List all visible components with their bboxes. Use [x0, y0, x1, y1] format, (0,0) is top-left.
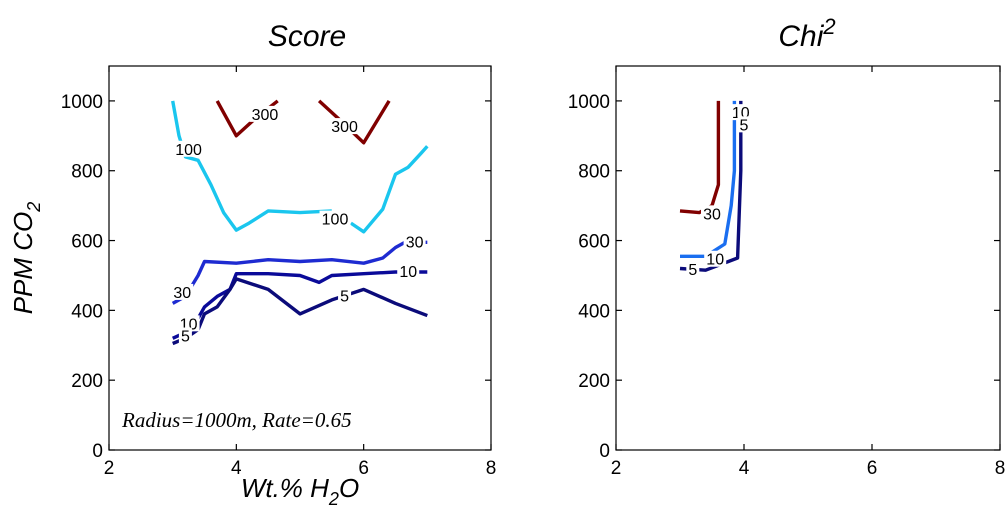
score-contour-label-bg — [319, 210, 351, 227]
score-ylabel: PPM CO2 — [8, 202, 44, 315]
chi2-ytick-label: 800 — [578, 162, 610, 183]
chi2-contour-label: 10 — [706, 252, 724, 269]
chi2-contour-label-bg — [686, 261, 700, 278]
chi2-contour-30 — [679, 100, 721, 215]
score-contour-label: 30 — [406, 234, 424, 251]
score-contour-label-bg — [249, 105, 281, 122]
score-xlabel-subscript: 2 — [328, 489, 339, 508]
score-contour-label: 100 — [322, 212, 349, 229]
score-title: Score — [268, 20, 346, 53]
score-ytick-label: 0 — [92, 441, 103, 462]
score-contour-label-bg — [329, 118, 361, 135]
score-xlabel: Wt.% H2O — [241, 473, 359, 508]
score-xtick-label: 8 — [486, 458, 497, 479]
score-contour-5 — [172, 277, 428, 346]
score-contour-label-bg — [178, 327, 192, 344]
score-xtick-label: 4 — [231, 458, 242, 479]
chi2-xtick-label: 4 — [739, 458, 750, 479]
chi2-title: Chi2 — [778, 14, 835, 53]
score-contour-label: 5 — [181, 329, 190, 346]
score-contour-10 — [171, 270, 428, 340]
chi2-ytick-label: 0 — [599, 441, 610, 462]
chi2-xtick-label: 8 — [995, 458, 1006, 479]
chi2-contour-label-bg — [701, 205, 723, 222]
score-contour-100 — [349, 145, 429, 234]
score-contour-label-bg — [173, 140, 205, 157]
score-ytick-label: 800 — [71, 162, 103, 183]
chi2-ytick-label: 600 — [578, 232, 610, 253]
score-contour-label-bg — [171, 283, 194, 300]
chi2-contour-label: 5 — [740, 117, 749, 134]
chi2-title-superscript: 2 — [822, 14, 835, 39]
score-contour-label-bg — [177, 315, 200, 332]
score-contour-label: 10 — [399, 264, 417, 281]
score-contour-label: 30 — [173, 285, 191, 302]
score-contour-label: 300 — [252, 107, 279, 124]
score-contour-label: 100 — [175, 142, 202, 159]
chi2-xtick-label: 6 — [867, 458, 878, 479]
score-ytick-label: 200 — [71, 371, 103, 392]
score-ytick-label: 1000 — [61, 92, 103, 113]
chi2-ytick-label: 1000 — [568, 92, 610, 113]
score-ylabel-text: PPM CO — [8, 212, 38, 315]
chi2-contour-label-bg — [729, 104, 752, 121]
score-contour-label-bg — [338, 287, 352, 304]
chi2-contour-label: 5 — [688, 262, 697, 279]
chi2-contour-label: 30 — [703, 206, 721, 223]
score-xlabel-tail: O — [339, 473, 359, 503]
score-ticks: 2 4 6 8 0 200 400 600 800 1000 — [61, 66, 497, 479]
chi2-contour-label-bg — [737, 116, 751, 133]
chi2-ytick-label: 200 — [578, 371, 610, 392]
score-panel: Score PPM CO2 Wt.% H2O 2 4 6 80200400600800… — [8, 20, 496, 508]
score-xtick-label: 6 — [358, 458, 369, 479]
score-contour-label: 5 — [340, 288, 349, 305]
score-ylabel-subscript: 2 — [24, 202, 44, 213]
score-contour-label-bg — [403, 233, 426, 250]
score-contours — [171, 99, 429, 346]
score-contour-label: 300 — [331, 119, 358, 136]
chi2-contour-10 — [680, 100, 737, 258]
score-annotation: Radius=1000m, Rate=0.65 — [121, 408, 352, 432]
svg-text:PPM CO2: PPM CO2 — [8, 202, 44, 315]
score-contour-label-bg — [397, 262, 420, 279]
score-xlabel-text: Wt.% H — [241, 473, 329, 503]
chi2-xtick-label: 2 — [611, 458, 622, 479]
chi2-contours — [679, 100, 743, 272]
score-axes-frame — [108, 65, 492, 451]
chi2-contour-label-bg — [704, 250, 727, 267]
score-ytick-label: 600 — [71, 232, 103, 253]
chi2-axes-frame — [615, 65, 1001, 451]
chi2-ticks: 2 4 6 8 0 200 400 600 800 1000 — [568, 66, 1006, 479]
score-xtick-label: 2 — [104, 458, 115, 479]
chi2-title-text: Chi — [778, 20, 824, 53]
score-ytick-label: 400 — [71, 301, 103, 322]
chi2-ytick-label: 400 — [578, 301, 610, 322]
